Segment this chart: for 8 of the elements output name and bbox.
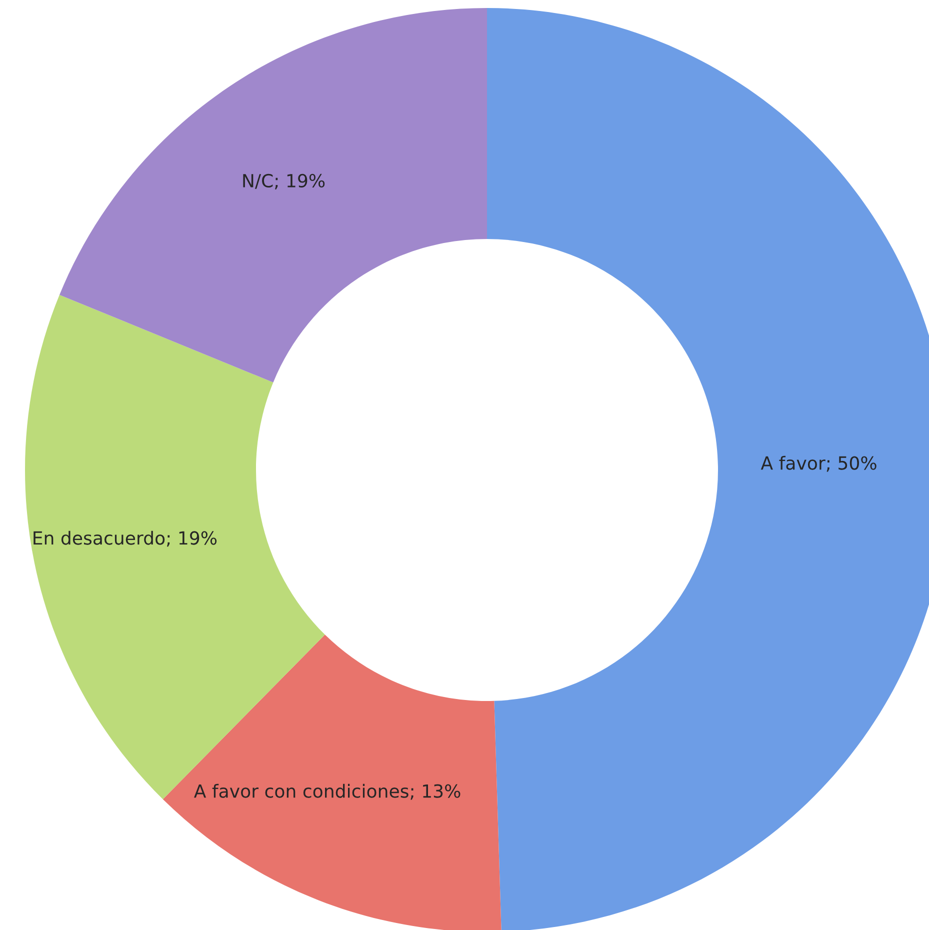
slice-label: En desacuerdo <box>34 530 165 545</box>
data-label: ; 19% <box>166 531 217 547</box>
slice-label: N/C <box>243 174 273 189</box>
slice-label: A favor con condiciones <box>194 784 408 798</box>
data-label: ; 13% <box>410 784 460 800</box>
data-label: ; 50% <box>826 456 876 472</box>
slice-label: A favor <box>760 456 826 470</box>
data-label: ; 19% <box>275 174 325 190</box>
